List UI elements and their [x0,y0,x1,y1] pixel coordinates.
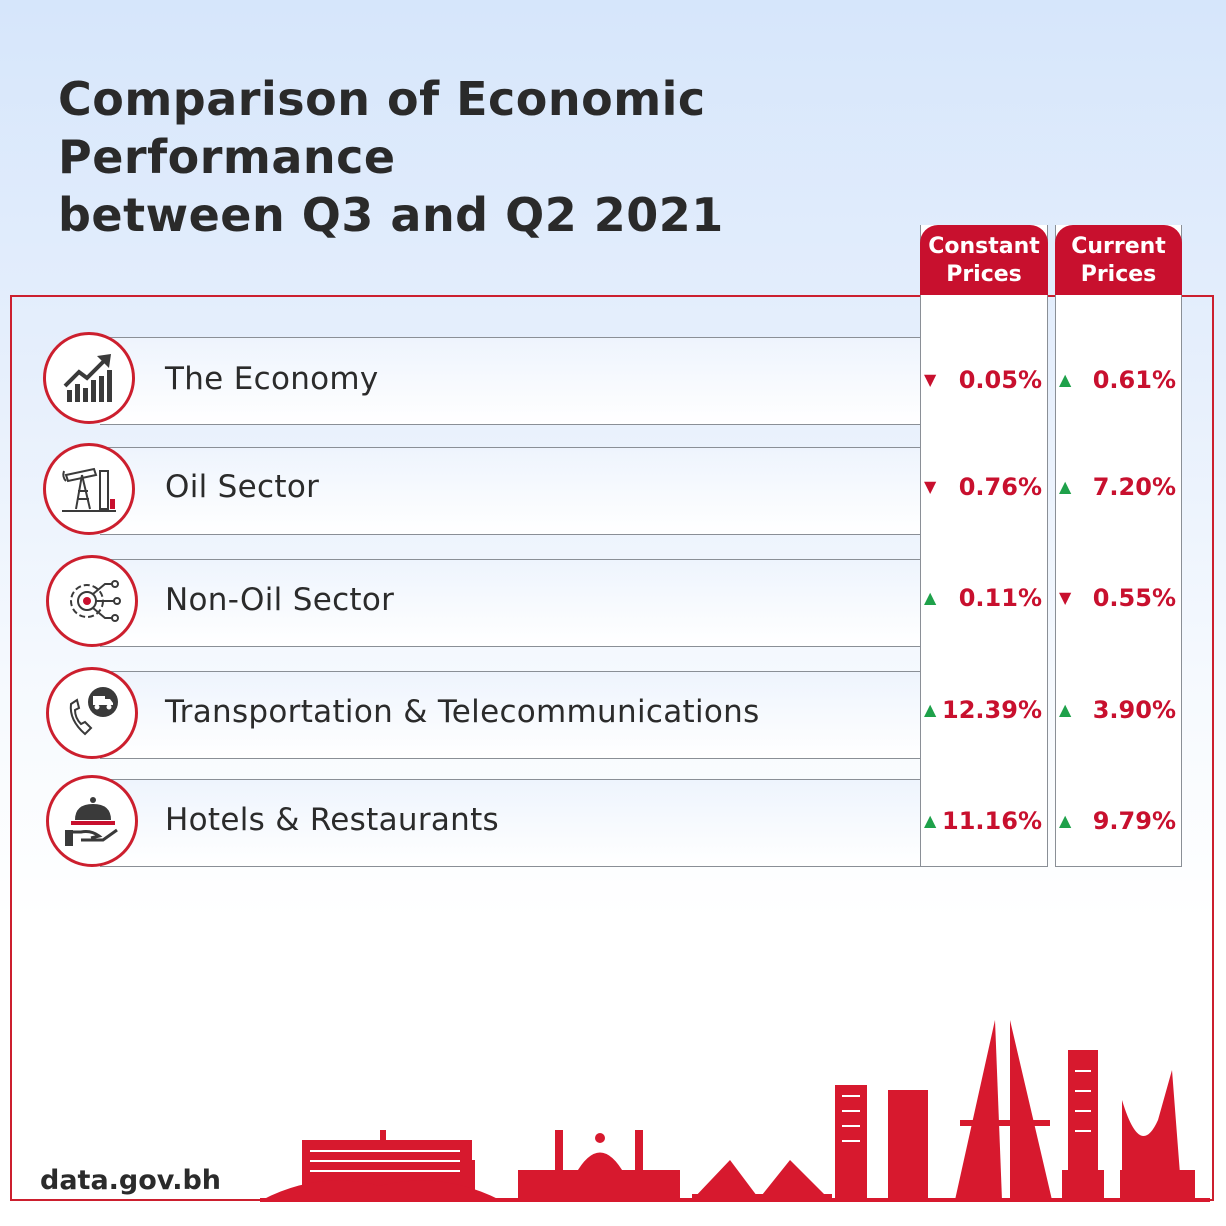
value-cell-constant: ▲ 0.11% [922,580,1046,616]
up-arrow-icon: ▲ [924,588,937,607]
value-cell-current: ▲ 3.90% [1057,692,1180,728]
chart-title: Comparison of Economic Performance betwe… [58,70,1058,244]
constant-prices-column: Constant Prices [920,225,1048,867]
value-cell-current: ▲ 0.61% [1057,362,1180,398]
value-text: 7.20% [1092,473,1176,501]
serving-cloche-icon [46,775,138,867]
current-prices-header: Current Prices [1055,225,1182,295]
row-label-oil: Oil Sector [165,469,320,505]
value-cell-constant: ▲ 12.39% [922,692,1046,728]
header-word: Constant [928,234,1040,259]
value-text: 0.55% [1092,584,1176,612]
growth-chart-icon [43,332,135,424]
down-arrow-icon: ▼ [924,370,937,389]
value-text: 0.61% [1092,366,1176,394]
row-label-nonoil: Non-Oil Sector [165,582,395,618]
value-text: 0.11% [958,584,1042,612]
value-cell-current: ▲ 9.79% [1057,803,1180,839]
up-arrow-icon: ▲ [924,811,937,830]
up-arrow-icon: ▲ [1059,700,1072,719]
value-cell-current: ▼ 0.55% [1057,580,1180,616]
up-arrow-icon: ▲ [1059,370,1072,389]
constant-prices-header: Constant Prices [920,225,1048,295]
value-text: 0.76% [958,473,1042,501]
value-text: 9.79% [1092,807,1176,835]
value-cell-constant: ▼ 0.05% [922,362,1046,398]
title-line-1: Comparison of Economic Performance [58,72,706,184]
row-band-oil [100,447,920,535]
header-word: Prices [1080,262,1157,287]
row-band-transport [100,671,920,759]
row-band-nonoil [100,559,920,647]
down-arrow-icon: ▼ [924,477,937,496]
value-text: 3.90% [1092,696,1176,724]
title-line-2: between Q3 and Q2 2021 [58,188,724,242]
current-prices-column: Current Prices [1055,225,1182,867]
row-band-hotels [100,779,920,867]
header-word: Prices [946,262,1022,287]
value-cell-constant: ▼ 0.76% [922,469,1046,505]
value-text: 11.16% [942,807,1042,835]
source-url: data.gov.bh [40,1165,222,1196]
row-band-economy [100,337,920,425]
up-arrow-icon: ▲ [1059,477,1072,496]
phone-truck-icon [46,667,138,759]
value-text: 0.05% [958,366,1042,394]
bahrain-skyline-illustration [260,1020,1210,1202]
gear-circuit-icon [46,555,138,647]
value-cell-current: ▲ 7.20% [1057,469,1180,505]
oil-pump-icon [43,443,135,535]
up-arrow-icon: ▲ [924,700,937,719]
down-arrow-icon: ▼ [1059,588,1072,607]
row-label-economy: The Economy [165,361,379,397]
value-cell-constant: ▲ 11.16% [922,803,1046,839]
row-label-hotels: Hotels & Restaurants [165,802,500,838]
up-arrow-icon: ▲ [1059,811,1072,830]
row-label-transport: Transportation & Telecommunications [165,694,760,730]
header-word: Current [1071,234,1166,259]
value-text: 12.39% [942,696,1042,724]
